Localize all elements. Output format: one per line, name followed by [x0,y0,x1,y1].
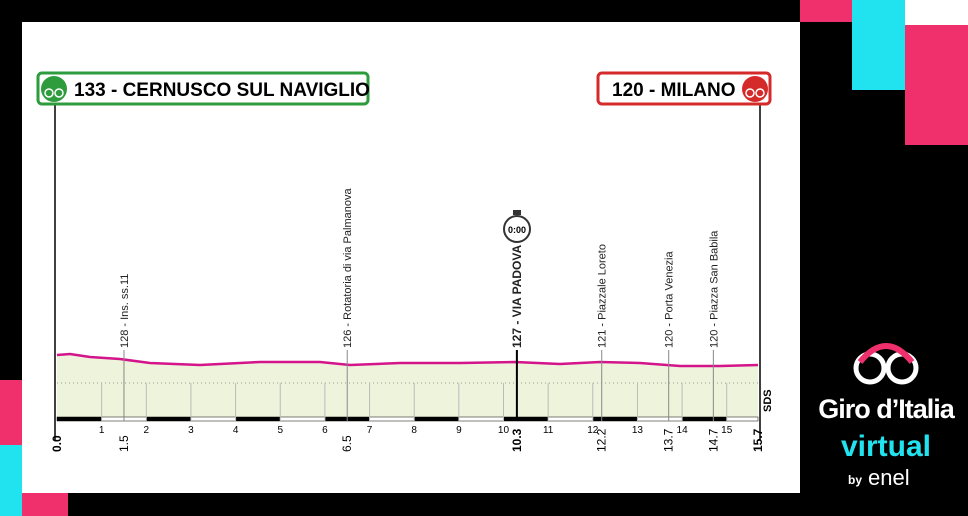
profile-line [56,352,759,368]
km-tick-label: 2 [144,425,150,436]
logo-name: Giro d’Italia [818,394,956,424]
deco [905,25,968,145]
km-tick-label: 7 [367,425,373,436]
km-segment [146,417,191,421]
km-tick-label: 13 [632,425,644,436]
km-label: 1.5 [117,435,131,452]
finish-label: 120 - MILANO [612,80,736,101]
sprint-label: SDS [762,389,774,412]
icon-wheel [44,88,54,98]
km-tick-label: 4 [233,425,239,436]
km-segment [57,417,102,421]
logo-by: by [848,473,862,487]
icon-wheel [54,88,64,98]
deco [0,445,22,516]
waypoint-label: 128 - Ins. ss.11 [119,274,131,348]
waypoint-label: 127 - VIA PADOVA [510,245,524,348]
profile-area [57,354,758,417]
logo-sponsor: enel [868,465,910,490]
km-label: 15.7 [751,428,765,452]
km-segment [592,417,638,421]
km-tick-label: 8 [411,425,417,436]
logo-arc [857,343,915,364]
logo: Giro d’Italia virtual by enel [818,343,957,490]
timer-knob [513,210,521,215]
km-tick-label: 10 [498,425,510,436]
icon-wheel [755,88,765,98]
km-segment [414,417,459,421]
km-label: 6.5 [340,435,354,452]
km-tick-label: 1 [99,425,105,436]
km-tick-label: 14 [677,425,689,436]
finish-box [596,71,772,106]
deco [0,380,22,445]
km-tick-label: 3 [188,425,194,436]
finish-icon [742,76,768,102]
km-segment [503,417,549,421]
km-tick-label: 15 [721,425,733,436]
km-label: 10.3 [510,428,524,452]
km-label: 12.2 [595,428,609,452]
deco [905,0,968,25]
start-box [36,71,370,106]
timer-icon [503,215,531,243]
km-tick-label: 5 [277,425,283,436]
logo-sub: virtual [841,430,931,463]
waypoint-label: 120 - Porta Venezia [664,250,676,348]
km-tick-label: 12 [587,425,599,436]
icon-wheel [745,88,755,98]
km-label: 14.7 [706,428,720,452]
deco [852,0,905,90]
start-label: 133 - CERNUSCO SUL NAVIGLIO [74,80,370,101]
deco [22,493,68,516]
start-icon [41,76,67,102]
waypoint-label: 121 - Piazzale Loreto [597,244,609,348]
waypoint-label: 126 - Rotatoria di via Palmanova [342,188,354,348]
km-tick-label: 6 [322,425,328,436]
km-tick-label: 11 [543,425,554,436]
deco [800,0,852,22]
km-tick-label: 9 [456,425,462,436]
waypoint-label: 120 - Piazza San Babila [708,230,720,348]
km-label: 0.0 [50,435,64,452]
km-label: 13.7 [662,428,676,452]
km-segment [682,417,727,421]
timer-text: 0:00 [508,225,526,235]
km-segment [235,417,281,421]
